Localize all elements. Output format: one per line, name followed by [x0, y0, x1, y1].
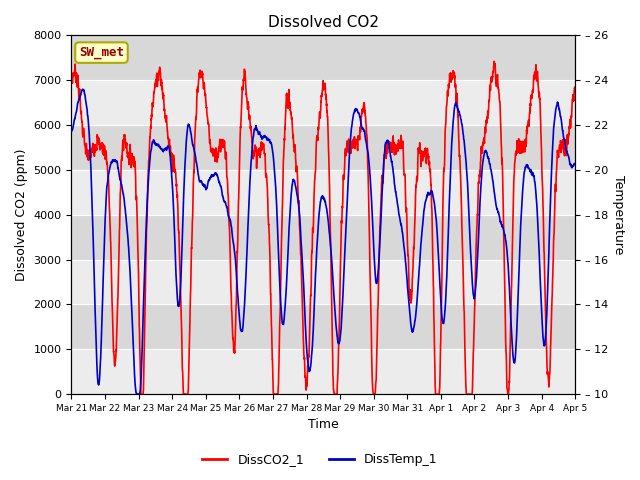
Bar — [72, 304, 575, 349]
Bar — [72, 349, 575, 394]
Y-axis label: Dissolved CO2 (ppm): Dissolved CO2 (ppm) — [15, 148, 28, 281]
Bar — [72, 260, 575, 304]
Bar — [72, 80, 575, 125]
Bar — [72, 125, 575, 170]
Bar — [72, 170, 575, 215]
X-axis label: Time: Time — [308, 419, 339, 432]
Bar — [72, 215, 575, 260]
Title: Dissolved CO2: Dissolved CO2 — [268, 15, 379, 30]
Legend: DissCO2_1, DissTemp_1: DissCO2_1, DissTemp_1 — [197, 448, 443, 471]
Text: SW_met: SW_met — [79, 46, 124, 59]
Y-axis label: Temperature: Temperature — [612, 175, 625, 254]
Bar — [72, 36, 575, 80]
